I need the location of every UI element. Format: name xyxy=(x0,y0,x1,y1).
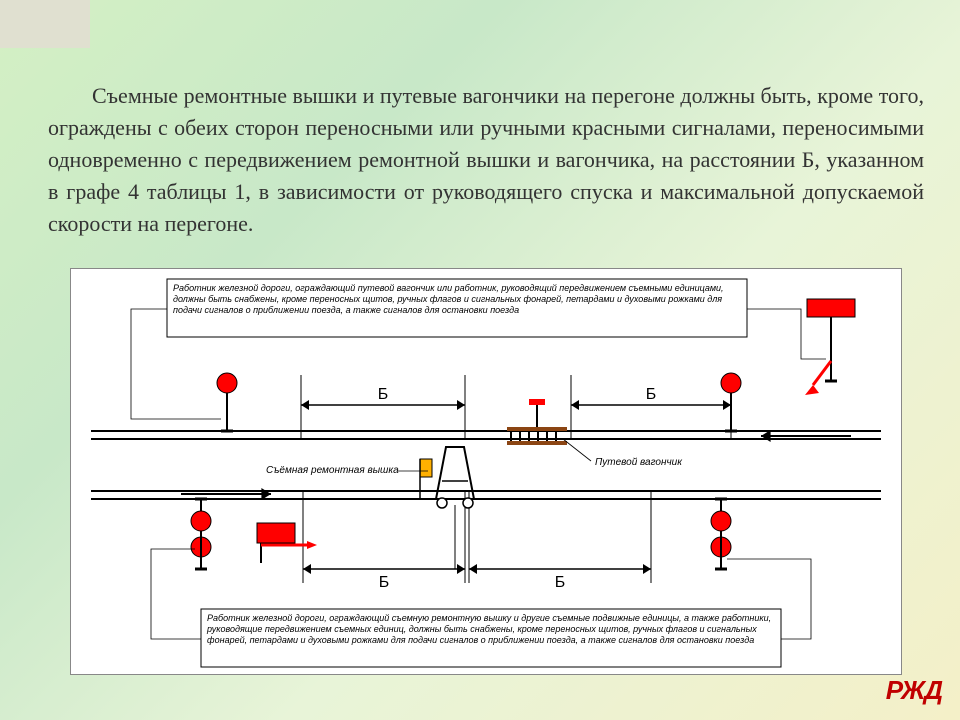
svg-text:руководящие передвижением съем: руководящие передвижением съемных единиц… xyxy=(206,624,757,634)
svg-text:подачи сигналов о приближении: подачи сигналов о приближении поезда, а … xyxy=(173,305,519,315)
svg-text:Съёмная ремонтная вышка: Съёмная ремонтная вышка xyxy=(266,465,399,476)
svg-text:Работник железной дороги, огра: Работник железной дороги, ограждающий съ… xyxy=(207,613,771,623)
main-paragraph: Съемные ремонтные вышки и путевые вагонч… xyxy=(48,80,924,239)
svg-text:фонарей, петардами и духовыми: фонарей, петардами и духовыми рожками дл… xyxy=(207,635,754,645)
diagram-svg: Б Б Б Б Путевой вагончик Съёмная ремонтная вы… xyxy=(71,269,901,674)
svg-text:Б: Б xyxy=(379,574,390,591)
svg-text:Работник железной дороги, огра: Работник железной дороги, ограждающий пу… xyxy=(173,283,724,293)
header-band xyxy=(0,0,90,48)
svg-text:должны быть снабжены, кроме пе: должны быть снабжены, кроме переносных щ… xyxy=(173,294,722,304)
svg-text:Б: Б xyxy=(378,386,389,403)
svg-text:Путевой вагончик: Путевой вагончик xyxy=(595,457,683,468)
svg-text:Б: Б xyxy=(555,574,566,591)
svg-text:Б: Б xyxy=(646,386,657,403)
rzd-logo: РЖД xyxy=(886,675,942,706)
diagram: Б Б Б Б Путевой вагончик Съёмная ремонтная вы… xyxy=(70,268,902,675)
